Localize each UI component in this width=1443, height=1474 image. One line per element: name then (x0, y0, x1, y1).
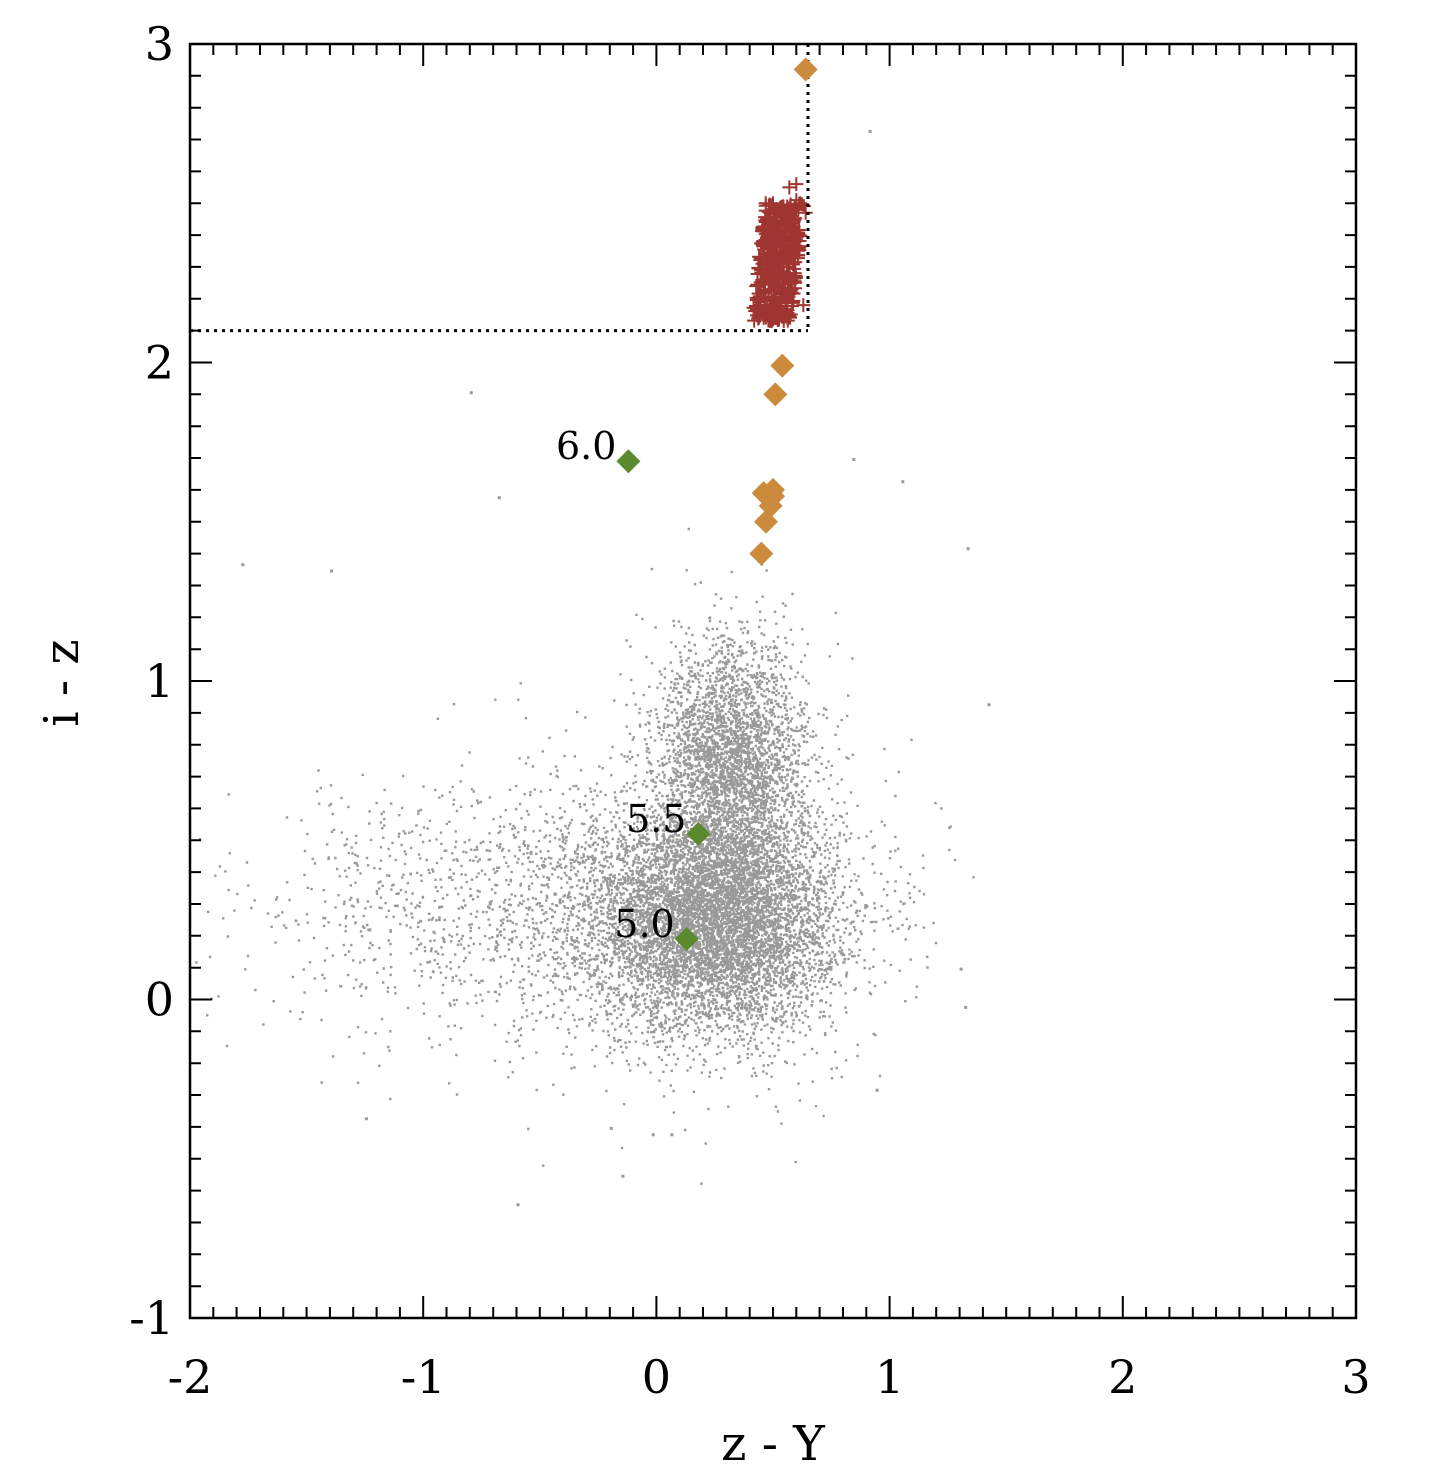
quasar-point-1 (770, 353, 795, 378)
quasar-point-8 (749, 541, 774, 566)
y-tick-label-4: 3 (145, 17, 174, 71)
track-point-1 (686, 821, 711, 846)
axis-ticks (189, 43, 1357, 1319)
redshift-track-layer (616, 449, 711, 951)
x-tick-label-5: 3 (1341, 1350, 1370, 1404)
x-tick-label-4: 2 (1108, 1350, 1137, 1404)
selected-candidates-layer (746, 177, 813, 328)
y-tick-label-1: 0 (145, 973, 174, 1027)
y-axis-title: i - z (34, 639, 90, 726)
x-tick-label-3: 1 (875, 1350, 904, 1404)
redshift-label-1: 5.5 (626, 797, 686, 841)
track-point-0 (616, 449, 641, 474)
y-tick-label-2: 1 (145, 654, 174, 708)
annotations-layer: 6.0 5.5 5.0 (556, 424, 686, 946)
quasar-point-0 (793, 57, 818, 82)
selection-box-layer (190, 44, 810, 333)
selected-candidate-points (746, 177, 813, 328)
quasar-point-7 (754, 509, 779, 534)
x-axis-title: z - Y (721, 1416, 826, 1472)
quasar-markers-layer (749, 57, 818, 566)
x-tick-label-1: -1 (401, 1350, 446, 1404)
track-point-2 (674, 926, 699, 951)
field-object-points (195, 130, 991, 1207)
redshift-label-2: 5.0 (614, 902, 674, 946)
quasar-point-2 (763, 382, 788, 407)
y-tick-label-0: -1 (129, 1291, 174, 1345)
x-tick-label-2: 0 (642, 1350, 671, 1404)
redshift-label-0: 6.0 (556, 424, 616, 468)
x-tick-label-0: -2 (168, 1350, 213, 1404)
y-tick-label-3: 2 (145, 336, 174, 390)
field-objects-layer (195, 130, 991, 1207)
